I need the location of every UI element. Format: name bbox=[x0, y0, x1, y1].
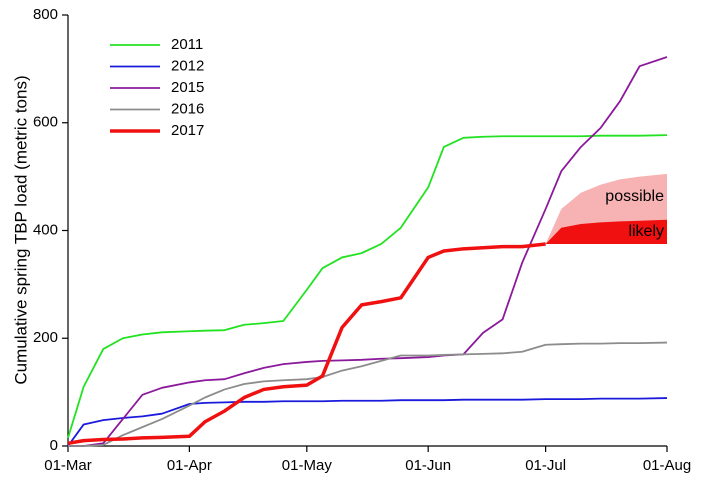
series-line bbox=[67, 397, 668, 447]
y-tick-label: 200 bbox=[33, 329, 58, 346]
x-tick-label: 01-Jun bbox=[405, 457, 451, 474]
series-line bbox=[68, 341, 668, 447]
band bbox=[545, 219, 667, 244]
legend-label: 2011 bbox=[171, 36, 203, 53]
series-line bbox=[68, 56, 668, 447]
series-line bbox=[67, 242, 546, 446]
y-tick-label: 600 bbox=[33, 114, 58, 131]
legend-label: 2015 bbox=[171, 79, 204, 96]
legend-label: 2016 bbox=[171, 100, 204, 117]
x-tick-label: 01-Mar bbox=[44, 457, 92, 474]
band-label: likely bbox=[628, 223, 664, 240]
y-axis-label: Cumulative spring TBP load (metric tons) bbox=[11, 75, 30, 384]
x-tick-label: 01-Jul bbox=[525, 457, 566, 474]
y-tick-label: 0 bbox=[50, 437, 58, 454]
y-tick-label: 400 bbox=[33, 221, 58, 238]
y-tick-label: 800 bbox=[33, 6, 58, 23]
legend-label: 2017 bbox=[171, 122, 204, 139]
band-label: possible bbox=[605, 188, 664, 205]
x-tick-label: 01-Aug bbox=[643, 457, 691, 474]
legend-label: 2012 bbox=[171, 57, 204, 74]
x-tick-label: 01-Apr bbox=[167, 457, 212, 474]
series-line bbox=[67, 134, 668, 439]
x-tick-label: 01-May bbox=[282, 457, 333, 474]
